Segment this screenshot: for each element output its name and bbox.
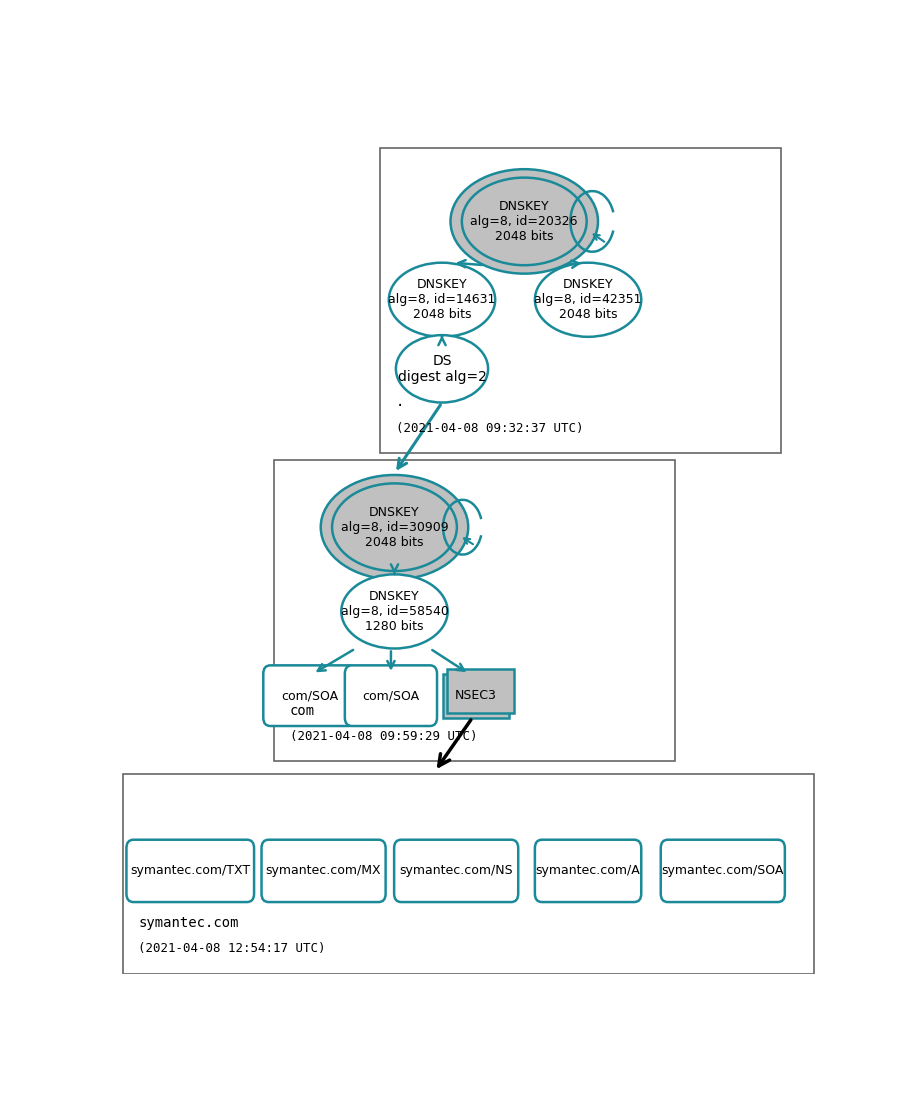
Text: symantec.com/A: symantec.com/A bbox=[535, 864, 640, 877]
Text: com/SOA: com/SOA bbox=[362, 689, 419, 702]
Text: symantec.com/MX: symantec.com/MX bbox=[265, 864, 382, 877]
Ellipse shape bbox=[462, 177, 587, 265]
FancyBboxPatch shape bbox=[535, 840, 641, 903]
Ellipse shape bbox=[396, 335, 488, 403]
Text: com: com bbox=[289, 703, 315, 718]
Ellipse shape bbox=[389, 263, 495, 337]
Text: com/SOA: com/SOA bbox=[281, 689, 338, 702]
Text: DS
digest alg=2: DS digest alg=2 bbox=[397, 353, 487, 384]
Text: (2021-04-08 12:54:17 UTC): (2021-04-08 12:54:17 UTC) bbox=[138, 942, 326, 955]
Text: symantec.com: symantec.com bbox=[138, 916, 239, 930]
Text: symantec.com/NS: symantec.com/NS bbox=[399, 864, 513, 877]
Text: DNSKEY
alg=8, id=30909
2048 bits: DNSKEY alg=8, id=30909 2048 bits bbox=[340, 505, 448, 549]
Text: DNSKEY
alg=8, id=58540
1280 bits: DNSKEY alg=8, id=58540 1280 bits bbox=[340, 590, 448, 633]
Ellipse shape bbox=[535, 263, 641, 337]
Bar bbox=[443, 674, 510, 718]
Bar bbox=[123, 775, 813, 974]
FancyBboxPatch shape bbox=[345, 665, 437, 726]
Text: DNSKEY
alg=8, id=14631
2048 bits: DNSKEY alg=8, id=14631 2048 bits bbox=[388, 278, 496, 322]
FancyBboxPatch shape bbox=[264, 665, 355, 726]
Text: DNSKEY
alg=8, id=42351
2048 bits: DNSKEY alg=8, id=42351 2048 bits bbox=[534, 278, 641, 322]
Ellipse shape bbox=[450, 170, 598, 274]
Ellipse shape bbox=[341, 574, 447, 649]
Ellipse shape bbox=[321, 475, 468, 580]
Ellipse shape bbox=[332, 484, 457, 571]
FancyBboxPatch shape bbox=[661, 840, 785, 903]
FancyBboxPatch shape bbox=[394, 840, 518, 903]
FancyBboxPatch shape bbox=[262, 840, 385, 903]
Text: symantec.com/SOA: symantec.com/SOA bbox=[662, 864, 784, 877]
Text: symantec.com/TXT: symantec.com/TXT bbox=[130, 864, 251, 877]
Bar bbox=[447, 668, 513, 712]
Text: DNSKEY
alg=8, id=20326
2048 bits: DNSKEY alg=8, id=20326 2048 bits bbox=[470, 200, 578, 243]
Bar bbox=[381, 148, 781, 453]
Text: (2021-04-08 09:59:29 UTC): (2021-04-08 09:59:29 UTC) bbox=[289, 730, 477, 743]
Text: .: . bbox=[396, 395, 404, 409]
Bar bbox=[274, 459, 674, 761]
FancyBboxPatch shape bbox=[126, 840, 254, 903]
Text: (2021-04-08 09:32:37 UTC): (2021-04-08 09:32:37 UTC) bbox=[396, 421, 584, 434]
Text: NSEC3: NSEC3 bbox=[455, 689, 497, 702]
